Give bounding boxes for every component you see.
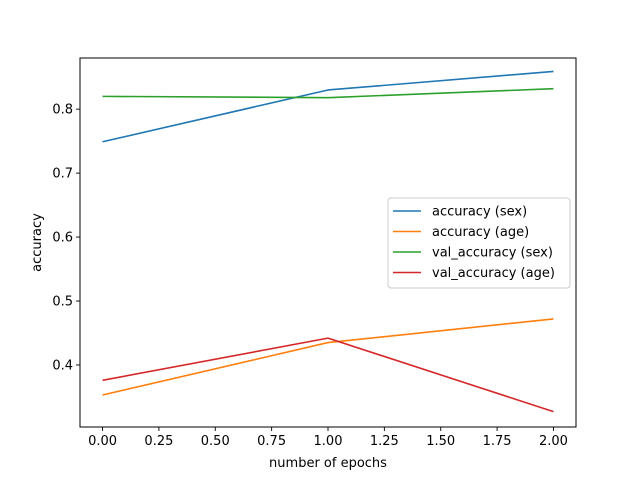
series-line-4 <box>102 337 554 413</box>
series-line-1 <box>102 70 554 143</box>
legend-entry-label: val_accuracy (age) <box>432 266 555 281</box>
legend-entry-label: accuracy (sex) <box>432 205 527 220</box>
x-tick-label: 0.50 <box>201 434 230 449</box>
legend: accuracy (sex) accuracy (age) val_accuracy… <box>387 197 571 289</box>
y-axis-ticks: 0.4 0.5 0.6 0.7 0.8 <box>52 103 80 373</box>
y-tick-label: 0.8 <box>52 103 73 118</box>
series-line-2 <box>102 318 554 396</box>
series-line-3 <box>102 87 554 99</box>
x-axis-label: number of epochs <box>269 456 387 471</box>
legend-entry-label: accuracy (age) <box>432 225 529 240</box>
x-tick-label: 1.25 <box>370 434 399 449</box>
x-tick-label: 1.50 <box>426 434 455 449</box>
x-tick-label: 1.00 <box>314 434 343 449</box>
x-tick-label: 0.75 <box>257 434 286 449</box>
y-tick-label: 0.7 <box>52 167 73 182</box>
x-tick-label: 2.00 <box>539 434 568 449</box>
legend-entry-label: val_accuracy (sex) <box>432 246 553 261</box>
x-tick-label: 0.00 <box>88 434 117 449</box>
y-tick-label: 0.4 <box>52 358 73 373</box>
legend-box <box>387 197 571 289</box>
x-tick-label: 0.25 <box>144 434 173 449</box>
x-tick-label: 1.75 <box>483 434 512 449</box>
y-tick-label: 0.5 <box>52 295 73 310</box>
x-axis-ticks: 0.00 0.25 0.50 0.75 1.00 1.25 1.50 1.75 2.00 <box>88 427 568 449</box>
plot-lines <box>102 70 554 413</box>
y-tick-label: 0.6 <box>52 231 73 246</box>
y-axis-label: accuracy <box>30 213 45 272</box>
